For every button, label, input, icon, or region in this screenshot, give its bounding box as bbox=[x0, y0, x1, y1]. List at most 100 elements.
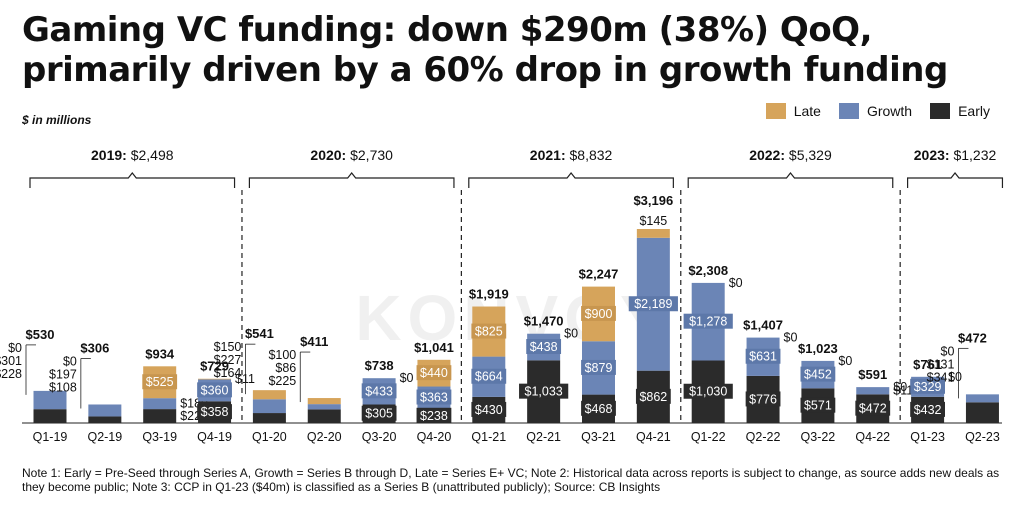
legend-item-late: Late bbox=[765, 103, 821, 119]
value-label-growth-bg bbox=[361, 383, 397, 399]
value-label-late: $0 bbox=[8, 341, 22, 355]
value-label-growth-bg bbox=[745, 348, 781, 364]
value-label-early: $862 bbox=[639, 390, 667, 404]
bar-segment-early bbox=[252, 413, 286, 423]
total-label: $306 bbox=[80, 340, 109, 355]
value-label-early-bg bbox=[581, 400, 616, 416]
total-label: $729 bbox=[200, 359, 229, 374]
year-label-year: 2021: bbox=[530, 147, 570, 163]
value-label-early: $776 bbox=[749, 392, 777, 406]
total-label: $2,308 bbox=[688, 263, 728, 278]
value-label-early-bg bbox=[855, 400, 891, 416]
bar-segment-growth bbox=[965, 394, 999, 403]
year-label-total: $8,832 bbox=[570, 147, 613, 163]
value-label-growth: $363 bbox=[420, 391, 448, 405]
x-tick-label: Q2-19 bbox=[87, 430, 122, 444]
x-tick-label: Q4-20 bbox=[417, 430, 452, 444]
x-tick-label: Q1-21 bbox=[471, 430, 506, 444]
value-label-growth-bg bbox=[471, 368, 507, 384]
value-label-early: $164 bbox=[214, 366, 242, 380]
legend-label-late: Late bbox=[793, 103, 821, 119]
value-label-growth: $360 bbox=[201, 383, 229, 397]
value-label-early-bg bbox=[683, 383, 733, 399]
value-label-growth: $1,278 bbox=[689, 315, 727, 329]
value-label-early: $238 bbox=[420, 409, 448, 423]
value-label-growth: $197 bbox=[49, 367, 77, 381]
year-bracket bbox=[687, 172, 894, 188]
value-label-late: $0 bbox=[838, 354, 852, 368]
total-label: $1,470 bbox=[524, 314, 564, 329]
bar-segment-growth bbox=[856, 387, 890, 395]
total-label: $3,196 bbox=[633, 193, 673, 208]
total-label: $738 bbox=[365, 358, 394, 373]
value-label-growth: $664 bbox=[475, 370, 503, 384]
units-note: $ in millions bbox=[22, 113, 92, 127]
value-label-growth-bg bbox=[628, 296, 678, 312]
legend-item-growth: Growth bbox=[838, 103, 913, 119]
bar-segment-late bbox=[307, 398, 341, 405]
bar-segment-early bbox=[143, 409, 177, 423]
bar-segment-early bbox=[88, 416, 122, 423]
value-label-early-bg bbox=[361, 405, 397, 421]
year-label-total: $1,232 bbox=[953, 147, 996, 163]
legend-label-growth: Growth bbox=[866, 103, 913, 119]
x-tick-label: Q2-21 bbox=[526, 430, 561, 444]
value-label-early: $468 bbox=[585, 402, 613, 416]
bar-segment-early bbox=[965, 402, 999, 423]
value-label-growth: $329 bbox=[914, 380, 942, 394]
x-tick-label: Q1-22 bbox=[691, 430, 726, 444]
value-label-growth-bg bbox=[197, 382, 232, 398]
value-label-early: $571 bbox=[804, 399, 832, 413]
total-label: $1,407 bbox=[743, 318, 783, 333]
x-tick-label: Q2-23 bbox=[965, 430, 1000, 444]
value-label-growth: $452 bbox=[804, 368, 832, 382]
year-label-total: $5,329 bbox=[789, 147, 832, 163]
x-tick-label: Q4-21 bbox=[636, 430, 671, 444]
value-label-growth: $301 bbox=[0, 354, 22, 368]
bar-segment-late bbox=[636, 229, 670, 238]
value-label-early-bg bbox=[745, 391, 781, 407]
watermark-text: KONVOY bbox=[355, 282, 668, 354]
value-label-early-bg bbox=[800, 397, 836, 413]
value-label-growth: $879 bbox=[585, 361, 613, 375]
x-tick-label: Q1-19 bbox=[33, 430, 68, 444]
value-label-growth: $2,189 bbox=[634, 297, 672, 311]
value-label-late-bg bbox=[142, 374, 178, 390]
year-bracket bbox=[248, 172, 455, 188]
x-tick-label: Q1-20 bbox=[252, 430, 287, 444]
total-label: $761 bbox=[913, 357, 942, 372]
value-label-early: $1,030 bbox=[689, 385, 727, 399]
value-label-early: $432 bbox=[914, 403, 942, 417]
value-label-late-bg bbox=[471, 323, 507, 339]
chart-title: Gaming VC funding: down $290m (38%) QoQ,… bbox=[22, 10, 948, 90]
year-label: 2022: $5,329 bbox=[749, 147, 832, 163]
value-label-late: $900 bbox=[585, 307, 613, 321]
value-label-late: $0 bbox=[400, 371, 414, 385]
bar-segment-late bbox=[198, 378, 232, 380]
total-label: $1,023 bbox=[798, 341, 838, 356]
value-label-late: $0 bbox=[564, 327, 578, 341]
year-label-total: $2,498 bbox=[131, 147, 174, 163]
value-label-growth-bg bbox=[526, 339, 562, 355]
value-label-late: $0 bbox=[63, 354, 77, 368]
value-label-late: $0 bbox=[729, 276, 743, 290]
value-label-growth-bg bbox=[683, 313, 733, 329]
value-label-early-bg bbox=[471, 401, 507, 417]
value-label-early-bg bbox=[197, 404, 232, 420]
value-label-growth: $131 bbox=[927, 357, 955, 371]
value-label-growth-bg bbox=[910, 378, 945, 394]
year-bracket bbox=[907, 172, 1004, 188]
bar-segment-growth bbox=[307, 404, 341, 410]
value-label-late: $0 bbox=[784, 331, 798, 345]
footnote: Note 1: Early = Pre-Seed through Series … bbox=[22, 466, 1000, 494]
year-label: 2023: $1,232 bbox=[914, 147, 997, 163]
value-label-late-bg bbox=[416, 365, 452, 381]
value-label-growth: $227 bbox=[214, 353, 242, 367]
year-label: 2020: $2,730 bbox=[310, 147, 393, 163]
bar-segment-growth bbox=[88, 404, 122, 417]
total-label: $530 bbox=[26, 327, 55, 342]
year-label-year: 2019: bbox=[91, 147, 131, 163]
total-label: $591 bbox=[858, 367, 887, 382]
bar-segment-growth bbox=[252, 399, 286, 414]
